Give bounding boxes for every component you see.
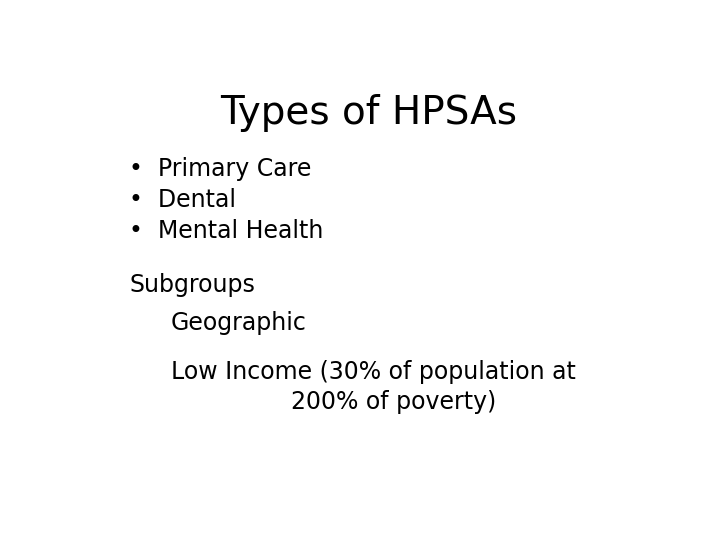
Text: Low Income (30% of population at
                200% of poverty): Low Income (30% of population at 200% of… bbox=[171, 360, 576, 414]
Text: •  Mental Health: • Mental Health bbox=[129, 219, 323, 243]
Text: •  Dental: • Dental bbox=[129, 188, 236, 212]
Text: Types of HPSAs: Types of HPSAs bbox=[220, 94, 518, 132]
Text: Subgroups: Subgroups bbox=[129, 273, 255, 297]
Text: Geographic: Geographic bbox=[171, 310, 307, 335]
Text: •  Primary Care: • Primary Care bbox=[129, 157, 312, 181]
